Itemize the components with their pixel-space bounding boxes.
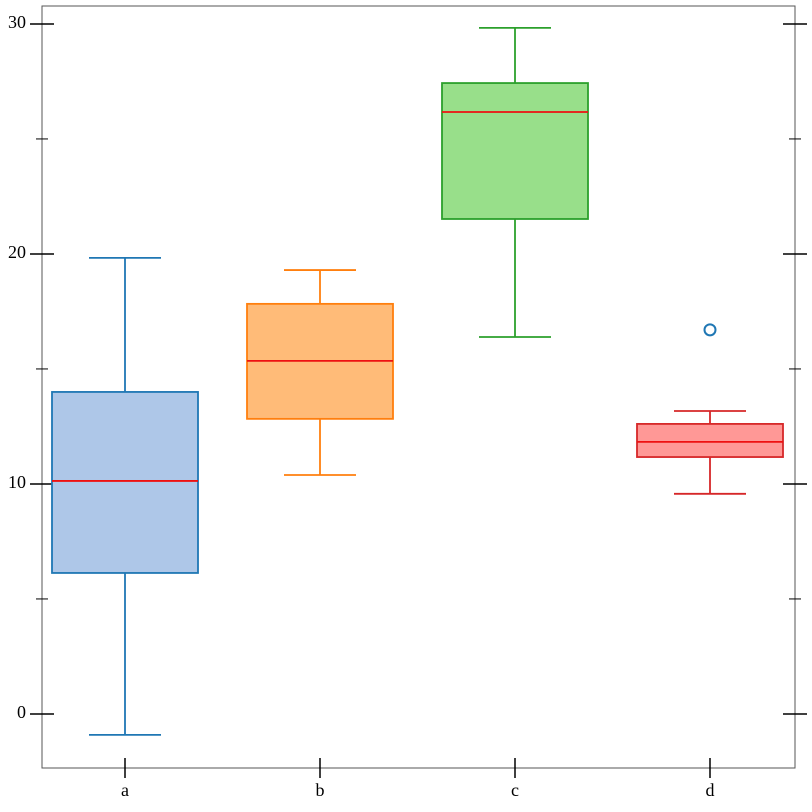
y-tick-label: 20 xyxy=(8,242,26,262)
box xyxy=(441,82,589,220)
y-tick-label: 0 xyxy=(17,702,26,722)
flier xyxy=(703,323,717,337)
x-tick-label: d xyxy=(706,780,715,800)
plot-frame xyxy=(41,5,796,769)
box xyxy=(636,423,784,458)
y-tick-label: 10 xyxy=(8,472,26,492)
x-tick-label: c xyxy=(511,780,519,800)
box xyxy=(51,391,199,574)
x-tick-label: a xyxy=(121,780,129,800)
y-tick-label: 30 xyxy=(8,12,26,32)
x-tick-label: b xyxy=(316,780,325,800)
